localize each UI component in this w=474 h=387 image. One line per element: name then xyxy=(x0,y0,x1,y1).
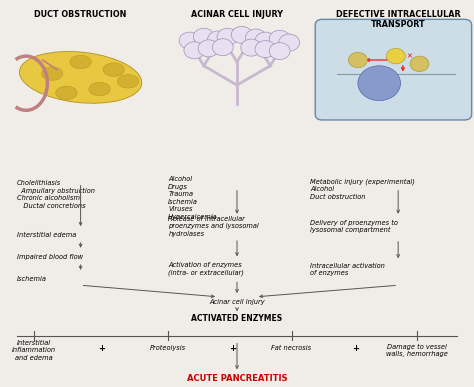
Circle shape xyxy=(255,32,276,49)
Text: Cholelithiasis
  Ampullary obstruction
Chronic alcoholism
   Ductal concretions: Cholelithiasis Ampullary obstruction Chr… xyxy=(17,180,95,209)
Circle shape xyxy=(179,32,200,49)
Circle shape xyxy=(184,42,205,59)
Circle shape xyxy=(255,41,276,58)
Ellipse shape xyxy=(70,55,91,68)
Circle shape xyxy=(358,66,401,101)
Text: Metabolic injury (experimental)
Alcohol
Duct obstruction: Metabolic injury (experimental) Alcohol … xyxy=(310,178,415,200)
Circle shape xyxy=(212,39,233,56)
Circle shape xyxy=(246,29,266,46)
Text: Damage to vessel
walls, hemorrhage: Damage to vessel walls, hemorrhage xyxy=(386,343,448,357)
Text: DUCT OBSTRUCTION: DUCT OBSTRUCTION xyxy=(35,10,127,19)
Circle shape xyxy=(269,43,290,60)
Circle shape xyxy=(279,34,300,51)
Text: Fat necrosis: Fat necrosis xyxy=(272,345,311,351)
Text: Interstitial
inflammation
and edema: Interstitial inflammation and edema xyxy=(12,340,56,361)
Text: Acinar cell injury: Acinar cell injury xyxy=(209,299,265,305)
Text: +: + xyxy=(99,344,105,353)
Circle shape xyxy=(386,48,405,64)
Text: Impaired blood flow: Impaired blood flow xyxy=(17,253,82,260)
Circle shape xyxy=(348,52,367,68)
Ellipse shape xyxy=(19,51,142,103)
Text: Release of intracellular
proenzymes and lysosomal
hydrolases: Release of intracellular proenzymes and … xyxy=(168,216,259,237)
Text: ACUTE PANCREATITIS: ACUTE PANCREATITIS xyxy=(187,374,287,383)
Text: +: + xyxy=(229,344,236,353)
FancyBboxPatch shape xyxy=(315,19,472,120)
Text: ACINAR CELL INJURY: ACINAR CELL INJURY xyxy=(191,10,283,19)
Circle shape xyxy=(269,30,290,47)
Ellipse shape xyxy=(103,63,124,76)
Circle shape xyxy=(410,56,429,72)
Circle shape xyxy=(198,40,219,57)
Circle shape xyxy=(208,31,228,48)
Text: Activation of enzymes
(intra- or extracellular): Activation of enzymes (intra- or extrace… xyxy=(168,262,244,276)
Ellipse shape xyxy=(117,74,138,88)
Text: ✕: ✕ xyxy=(406,53,411,59)
Text: Interstitial edema: Interstitial edema xyxy=(17,232,76,238)
Text: Alcohol
Drugs
Trauma
Ischemia
Viruses
Hypercalcemia: Alcohol Drugs Trauma Ischemia Viruses Hy… xyxy=(168,176,218,219)
Text: Ischemia: Ischemia xyxy=(17,276,46,282)
Circle shape xyxy=(193,28,214,45)
Text: Proteolysis: Proteolysis xyxy=(150,345,186,351)
Ellipse shape xyxy=(56,86,77,99)
Text: Intracellular activation
of enzymes: Intracellular activation of enzymes xyxy=(310,263,385,276)
Text: ACTIVATED ENZYMES: ACTIVATED ENZYMES xyxy=(191,314,283,324)
Text: +: + xyxy=(352,344,359,353)
Circle shape xyxy=(241,39,262,56)
Circle shape xyxy=(217,28,238,45)
Text: DEFECTIVE INTRACELLULAR
TRANSPORT: DEFECTIVE INTRACELLULAR TRANSPORT xyxy=(336,10,460,29)
Circle shape xyxy=(231,26,252,43)
Ellipse shape xyxy=(42,67,63,80)
Text: Delivery of proenzymes to
lysosomal compartment: Delivery of proenzymes to lysosomal comp… xyxy=(310,219,398,233)
Ellipse shape xyxy=(89,82,110,96)
